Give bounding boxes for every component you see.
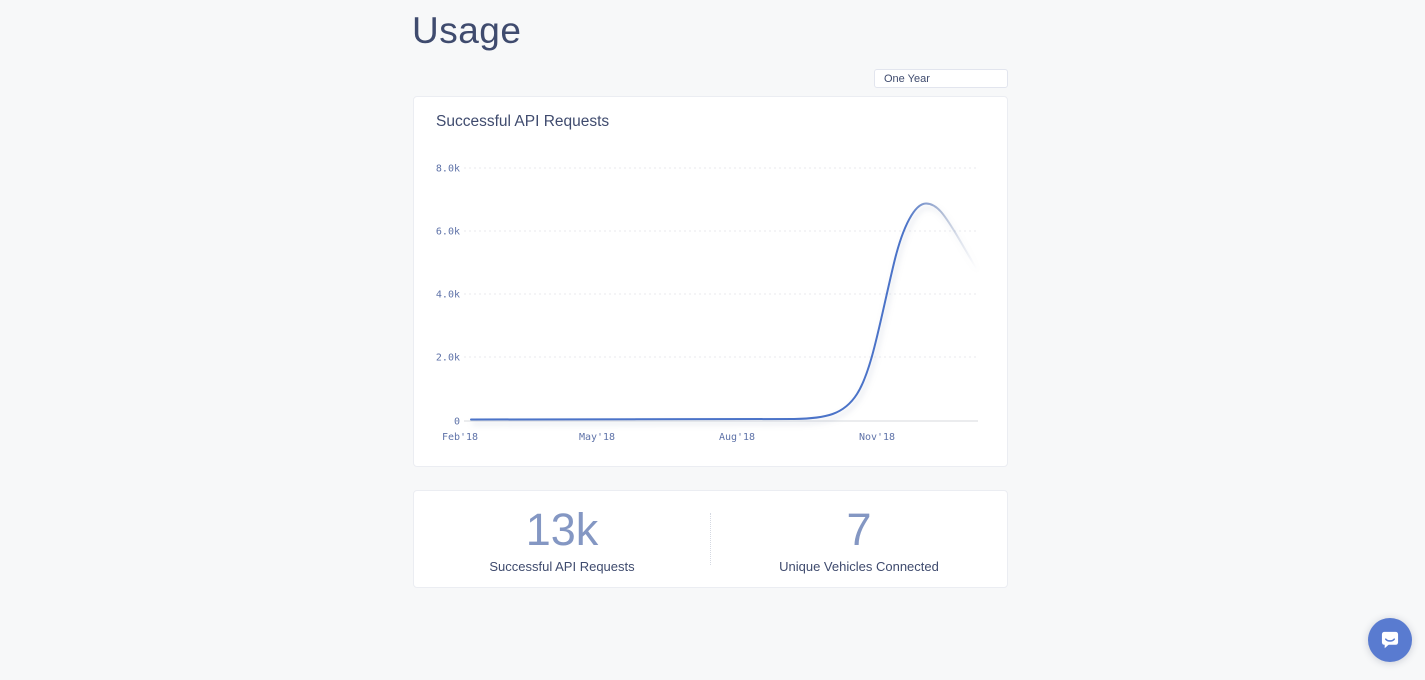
stats-divider <box>710 513 711 565</box>
chat-bubble-icon <box>1381 631 1399 649</box>
period-select-value: One Year <box>884 72 930 85</box>
stat-label: Successful API Requests <box>489 558 635 574</box>
stat-api-requests: 13k Successful API Requests <box>414 505 710 574</box>
y-axis-tick-label: 6.0k <box>436 227 460 238</box>
y-axis-tick-label: 8.0k <box>436 164 460 175</box>
y-axis-tick-label: 2.0k <box>436 353 460 364</box>
x-axis-tick-label: Nov'18 <box>859 432 895 443</box>
stat-vehicles: 7 Unique Vehicles Connected <box>711 505 1007 574</box>
usage-line-series[interactable] <box>470 202 978 421</box>
stats-card: 13k Successful API Requests 7 Unique Veh… <box>413 490 1008 588</box>
usage-line-chart: 8.0k 6.0k 4.0k 2.0k 0 Feb'18 May'18 Aug'… <box>436 164 978 443</box>
stat-value: 13k <box>525 503 599 555</box>
x-axis-tick-label: May'18 <box>579 432 615 443</box>
intercom-launcher-button[interactable] <box>1368 618 1412 662</box>
usage-chart-card: Successful API Requests 8.0k 6.0k 4.0k <box>413 96 1008 467</box>
chart-title: Successful API Requests <box>436 113 610 130</box>
y-axis-tick-label: 4.0k <box>436 290 460 301</box>
x-axis-tick-label: Feb'18 <box>442 432 478 443</box>
period-select[interactable]: One Year <box>874 69 1008 88</box>
x-axis-tick-label: Aug'18 <box>719 432 755 443</box>
stat-value: 7 <box>846 503 872 555</box>
page-title: Usage <box>412 10 522 51</box>
grid-lines <box>464 167 978 358</box>
stat-label: Unique Vehicles Connected <box>779 558 939 574</box>
y-axis-tick-label: 0 <box>454 417 460 428</box>
